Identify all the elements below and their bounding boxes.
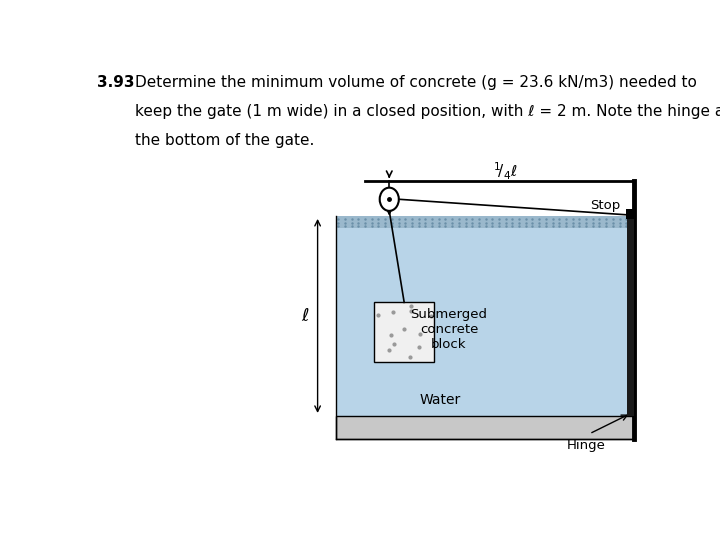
Ellipse shape bbox=[379, 188, 399, 211]
Text: $\ell$: $\ell$ bbox=[302, 307, 310, 325]
Text: Determine the minimum volume of concrete (g = 23.6 kN/m3) needed to: Determine the minimum volume of concrete… bbox=[135, 75, 697, 90]
Text: Water: Water bbox=[419, 393, 461, 407]
Text: $^1\!/_{4}\ell$: $^1\!/_{4}\ell$ bbox=[493, 160, 518, 181]
Text: Hinge: Hinge bbox=[567, 439, 606, 452]
Bar bbox=[626, 209, 634, 219]
Bar bbox=[336, 216, 634, 416]
Bar bbox=[374, 302, 434, 362]
Text: Submerged
concrete
block: Submerged concrete block bbox=[410, 308, 487, 350]
Text: keep the gate (1 m wide) in a closed position, with ℓ = 2 m. Note the hinge at: keep the gate (1 m wide) in a closed pos… bbox=[135, 104, 720, 119]
Bar bbox=[336, 216, 634, 228]
Text: 3.93: 3.93 bbox=[97, 75, 135, 90]
Text: the bottom of the gate.: the bottom of the gate. bbox=[135, 133, 315, 147]
Bar bbox=[626, 216, 634, 416]
Bar bbox=[336, 416, 634, 439]
Text: Stop: Stop bbox=[590, 199, 620, 212]
